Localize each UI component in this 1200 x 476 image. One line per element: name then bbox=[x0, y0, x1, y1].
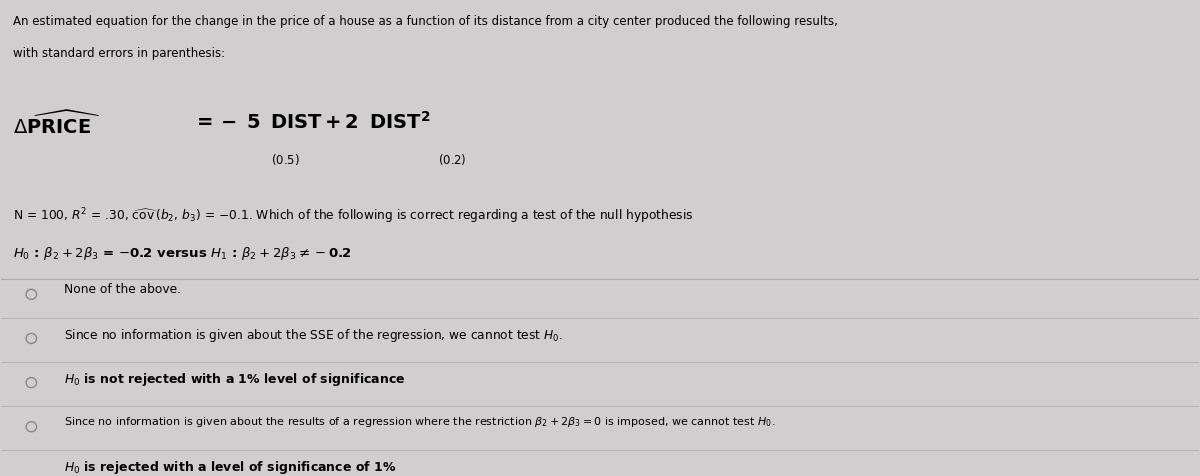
Text: with standard errors in parenthesis:: with standard errors in parenthesis: bbox=[13, 47, 226, 60]
Text: $H_0$ is not rejected with a 1% level of significance: $H_0$ is not rejected with a 1% level of… bbox=[64, 370, 406, 387]
Text: $\mathbf{= -\;5\;\;DIST + 2\;\;DIST^2}$: $\mathbf{= -\;5\;\;DIST + 2\;\;DIST^2}$ bbox=[193, 110, 431, 132]
Text: $H_0$ : $\beta_2 + 2\beta_3$ = $-$0.2 versus $H_1$ : $\beta_2 + 2\beta_3 \neq -$: $H_0$ : $\beta_2 + 2\beta_3$ = $-$0.2 ve… bbox=[13, 244, 352, 261]
Text: Since no information is given about the results of a regression where the restri: Since no information is given about the … bbox=[64, 414, 775, 428]
Text: $(0.5)$: $(0.5)$ bbox=[271, 151, 300, 166]
Text: None of the above.: None of the above. bbox=[64, 282, 181, 295]
Text: $(0.2)$: $(0.2)$ bbox=[438, 151, 467, 166]
Text: $H_0$ is rejected with a level of significance of 1%: $H_0$ is rejected with a level of signif… bbox=[64, 458, 396, 475]
Text: An estimated equation for the change in the price of a house as a function of it: An estimated equation for the change in … bbox=[13, 15, 839, 28]
Text: N = 100, $R^2$ = .30, $\widehat{\mathrm{cov}}\,(b_2,\,b_3)$ = $-$0.1. Which of t: N = 100, $R^2$ = .30, $\widehat{\mathrm{… bbox=[13, 206, 694, 225]
Text: $\Delta\widehat{\mathbf{PRICE}}$: $\Delta\widehat{\mathbf{PRICE}}$ bbox=[13, 110, 101, 138]
Text: Since no information is given about the SSE of the regression, we cannot test $H: Since no information is given about the … bbox=[64, 326, 563, 343]
